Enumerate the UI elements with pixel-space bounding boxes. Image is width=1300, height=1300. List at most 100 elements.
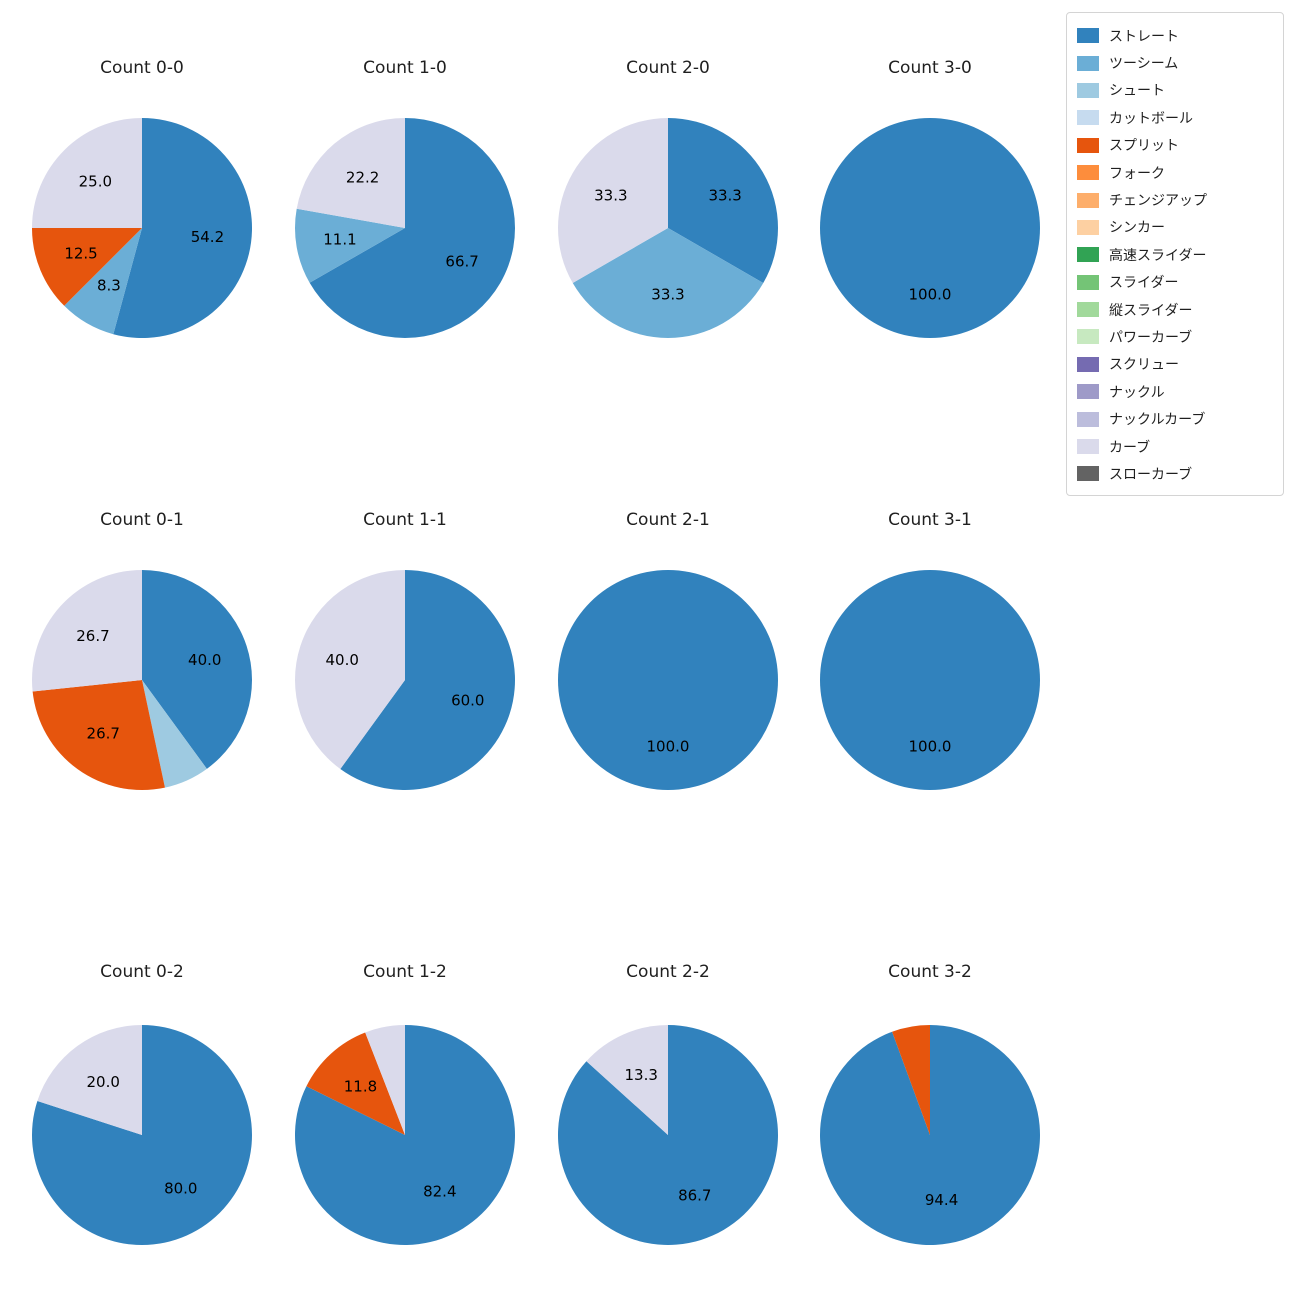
pie-title: Count 1-2 [363, 962, 447, 982]
legend-item-label: スクリュー [1109, 357, 1179, 374]
pie-slice-シュート [142, 680, 207, 788]
legend-item: ナックルカーブ [1077, 405, 1273, 432]
pie-slice-pct-label: 100.0 [909, 737, 952, 755]
legend-swatch-icon [1077, 110, 1099, 126]
pie-count-2-0: 33.3 33.3 33.3 [558, 118, 778, 338]
pie-count-2-2: 86.7 13.3 [557, 1025, 778, 1245]
pie-count-3-1: 100.0 [820, 570, 1040, 790]
legend-item: カーブ [1077, 433, 1273, 460]
pie-slice-pct-label: 40.0 [326, 651, 359, 669]
legend-swatch-icon [1077, 82, 1099, 98]
pie-slice-pct-label: 26.7 [87, 725, 120, 743]
pie-slice-ストレート [820, 118, 1040, 338]
legend-item: カットボール [1077, 104, 1273, 131]
pie-slice-カーブ [558, 118, 668, 283]
pie-title: Count 1-0 [363, 58, 447, 78]
pie-slice-カーブ [296, 118, 405, 228]
pie-title: Count 2-0 [626, 58, 710, 78]
pie-slice-pct-label: 25.0 [79, 173, 112, 191]
legend-item-label: 高速スライダー [1109, 247, 1207, 264]
legend-swatch-icon [1077, 384, 1099, 400]
pie-count-1-1: 60.0 40.0 [294, 570, 515, 790]
pie-slice-ストレート [558, 570, 778, 790]
legend-item: ストレート [1077, 22, 1273, 49]
legend-item-label: チェンジアップ [1109, 193, 1207, 210]
pie-slice-ストレート [557, 1025, 778, 1245]
pie-slice-pct-label: 11.1 [323, 231, 356, 249]
pie-slice-ツーシーム [64, 228, 142, 335]
legend-item: ツーシーム [1077, 49, 1273, 76]
pie-slice-pct-label: 100.0 [647, 737, 690, 755]
legend-item-label: ナックルカーブ [1109, 412, 1206, 429]
pie-slice-pct-label: 100.0 [909, 285, 952, 303]
pie-count-0-2: 80.0 20.0 [31, 1025, 252, 1245]
pie-slice-pct-label: 82.4 [423, 1182, 456, 1200]
legend-swatch-icon [1077, 137, 1099, 153]
legend-item-label: スローカーブ [1109, 466, 1193, 483]
legend-swatch-icon [1077, 28, 1099, 44]
legend-item-label: ツーシーム [1109, 56, 1179, 73]
pie-count-2-1: 100.0 [558, 570, 778, 790]
legend-item-label: スライダー [1109, 275, 1179, 292]
pie-title: Count 0-0 [100, 58, 184, 78]
legend-item: スクリュー [1077, 351, 1273, 378]
pie-title: Count 3-1 [888, 510, 972, 530]
pie-title: Count 0-2 [100, 962, 184, 982]
legend: ストレートツーシームシュートカットボールスプリットフォークチェンジアップシンカー… [1066, 12, 1284, 496]
pie-slice-pct-label: 80.0 [164, 1180, 197, 1198]
pie-slice-カーブ [32, 570, 142, 692]
pie-slice-pct-label: 33.3 [651, 285, 684, 303]
pie-slice-pct-label: 22.2 [346, 169, 379, 187]
legend-item: スプリット [1077, 132, 1273, 159]
legend-swatch-icon [1077, 247, 1099, 263]
pie-slice-ストレート [820, 1025, 1041, 1245]
legend-swatch-icon [1077, 439, 1099, 455]
pie-count-3-0: 100.0 [820, 118, 1040, 338]
pie-slice-pct-label: 20.0 [87, 1073, 120, 1091]
pie-slice-カーブ [294, 570, 405, 769]
pie-slice-カーブ [37, 1025, 142, 1135]
legend-item: チェンジアップ [1077, 186, 1273, 213]
legend-item-label: フォーク [1109, 165, 1165, 182]
pie-count-1-0: 66.7 11.1 22.2 [295, 118, 515, 338]
pie-slice-ストレート [294, 1025, 515, 1245]
pie-title: Count 2-1 [626, 510, 710, 530]
pie-slice-pct-label: 86.7 [678, 1187, 711, 1205]
legend-swatch-icon [1077, 411, 1099, 427]
pie-slice-ストレート [820, 570, 1040, 790]
pie-slice-スプリット [306, 1032, 405, 1135]
legend-items: ストレートツーシームシュートカットボールスプリットフォークチェンジアップシンカー… [1077, 22, 1273, 488]
pie-slice-カーブ [365, 1025, 405, 1135]
pie-title: Count 0-1 [100, 510, 184, 530]
pie-count-0-0: 54.2 8.312.5 25.0 [32, 118, 253, 338]
legend-item-label: シュート [1109, 83, 1165, 100]
pie-slice-pct-label: 40.0 [188, 651, 221, 669]
legend-swatch-icon [1077, 329, 1099, 345]
legend-item: ナックル [1077, 378, 1273, 405]
pie-slice-カーブ [586, 1025, 668, 1135]
pie-slice-ストレート [668, 118, 778, 283]
legend-swatch-icon [1077, 302, 1099, 318]
pie-slice-pct-label: 26.7 [76, 627, 109, 645]
legend-item-label: 縦スライダー [1109, 302, 1193, 319]
legend-swatch-icon [1077, 466, 1099, 482]
legend-item-label: カットボール [1109, 110, 1193, 127]
pie-slice-pct-label: 33.3 [708, 186, 741, 204]
legend-item: シュート [1077, 77, 1273, 104]
pie-title: Count 2-2 [626, 962, 710, 982]
pie-slice-ストレート [309, 118, 515, 338]
pie-slice-スプリット [32, 228, 142, 306]
legend-item: シンカー [1077, 214, 1273, 241]
legend-item-label: パワーカーブ [1109, 329, 1193, 346]
legend-swatch-icon [1077, 356, 1099, 372]
pie-count-0-1: 40.0 26.7 26.7 [32, 570, 253, 791]
legend-swatch-icon [1077, 192, 1099, 208]
pie-title: Count 3-0 [888, 58, 972, 78]
legend-item: フォーク [1077, 159, 1273, 186]
legend-item: スライダー [1077, 269, 1273, 296]
pie-slice-ツーシーム [572, 228, 764, 338]
pie-slice-スプリット [32, 680, 165, 791]
pie-slice-pct-label: 12.5 [64, 245, 97, 263]
pie-title: Count 1-1 [363, 510, 447, 530]
